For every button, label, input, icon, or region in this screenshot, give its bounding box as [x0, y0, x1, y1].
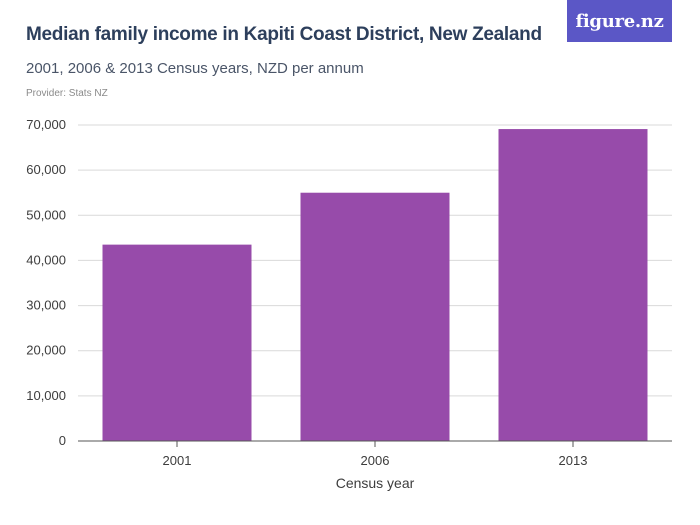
x-tick-label: 2013 — [559, 453, 588, 468]
x-axis-title: Census year — [336, 475, 415, 491]
y-tick-label: 30,000 — [26, 298, 66, 313]
x-tick-label: 2006 — [361, 453, 390, 468]
y-tick-label: 50,000 — [26, 207, 66, 222]
bar-2013 — [498, 129, 648, 441]
y-axis-ticks: 0 10,000 20,000 30,000 40,000 50,000 60,000 70,… — [26, 117, 66, 448]
bars — [102, 129, 648, 441]
logo-text: figure.nz — [575, 10, 664, 32]
y-tick-label: 10,000 — [26, 388, 66, 403]
y-tick-label: 70,000 — [26, 117, 66, 132]
x-axis-ticks: 2001 2006 2013 — [163, 441, 588, 468]
bar-2001 — [102, 244, 252, 441]
x-tick-label: 2001 — [163, 453, 192, 468]
chart-title: Median family income in Kapiti Coast Dis… — [26, 24, 542, 45]
y-tick-label: 60,000 — [26, 162, 66, 177]
figure-nz-logo[interactable]: figure.nz — [567, 0, 672, 42]
data-provider: Provider: Stats NZ — [26, 88, 108, 99]
y-tick-label: 20,000 — [26, 343, 66, 358]
y-tick-label: 40,000 — [26, 252, 66, 267]
y-tick-label: 0 — [59, 433, 66, 448]
bar-2006 — [300, 192, 450, 441]
chart-subtitle: 2001, 2006 & 2013 Census years, NZD per … — [26, 60, 364, 77]
